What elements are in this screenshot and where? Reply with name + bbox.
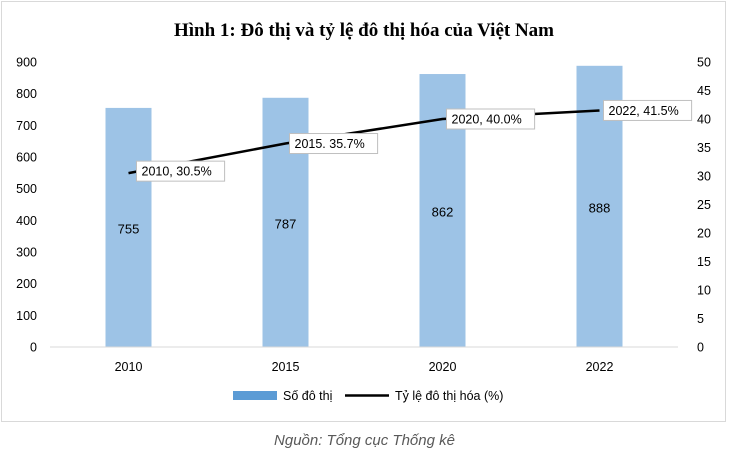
y-right-tick-label: 45 [697,84,711,98]
line-label-box [136,160,226,182]
chart-title: Hình 1: Đô thị và tỷ lệ đô thị hóa của V… [174,20,554,41]
y-left-tick-label: 900 [16,56,37,70]
line-label-text: 2020, 40.0% [452,113,522,127]
bar-value-label: 787 [275,216,297,231]
line-label: 2015. 35.7% [289,133,379,155]
y-left-tick-label: 300 [16,246,37,260]
y-right-tick-label: 0 [697,341,704,355]
legend-label-line: Tỷ lệ đô thị hóa (%) [395,389,503,403]
legend: Số đô thị Tỷ lệ đô thị hóa (%) [233,389,503,403]
line-label-text: 2015. 35.7% [295,137,365,151]
line-label: 2022, 41.5% [603,99,693,121]
line-label: 2010, 30.5% [136,160,226,182]
y-left-tick-label: 100 [16,309,37,323]
x-tick-label: 2015 [272,360,300,374]
y-right-tick-label: 15 [697,255,711,269]
y-left-tick-label: 500 [16,182,37,196]
bar-labels-layer: 755 787 862 888 [118,200,611,236]
y-right-tick-label: 30 [697,170,711,184]
y-left-tick-label: 0 [30,341,37,355]
line-label-box [446,108,536,130]
x-tick-label: 2020 [429,360,457,374]
y-left-tick-label: 400 [16,214,37,228]
y-right-tick-label: 25 [697,198,711,212]
y-right-tick-label: 20 [697,227,711,241]
legend-label-bar: Số đô thị [283,389,332,403]
bar-value-label: 888 [589,200,611,215]
y-left-tick-label: 600 [16,151,37,165]
y-right-tick-label: 10 [697,284,711,298]
line-labels-layer: 2010, 30.5% 2015. 35.7% 2020, 40.0% 2022, 4… [136,99,693,182]
y-left-tick-label: 800 [16,87,37,101]
bar-value-label: 755 [118,221,140,236]
bar [105,107,152,348]
line-label: 2020, 40.0% [446,108,536,130]
x-tick-label: 2022 [586,360,614,374]
source-note: Nguồn: Tổng cục Thống kê [274,432,455,449]
y-left-tick-label: 700 [16,119,37,133]
line-label-text: 2022, 41.5% [609,104,679,118]
y-left-tick-label: 200 [16,277,37,291]
line-label-box [289,133,379,155]
axes-layer: 0 100 200 300 400 500 600 700 800 900 0 5 10 15 20 25 30… [16,56,711,375]
y-right-tick-label: 5 [697,312,704,326]
chart: Hình 1: Đô thị và tỷ lệ đô thị hóa của V… [16,20,711,403]
x-tick-label: 2010 [115,360,143,374]
y-right-tick-label: 50 [697,56,711,70]
line-label-box [603,99,693,121]
y-right-tick-label: 40 [697,113,711,127]
line-label-text: 2010, 30.5% [142,165,212,179]
legend-swatch-bar [233,391,277,400]
bar-value-label: 862 [432,205,454,220]
bars-layer [105,65,623,348]
y-right-tick-label: 35 [697,141,711,155]
